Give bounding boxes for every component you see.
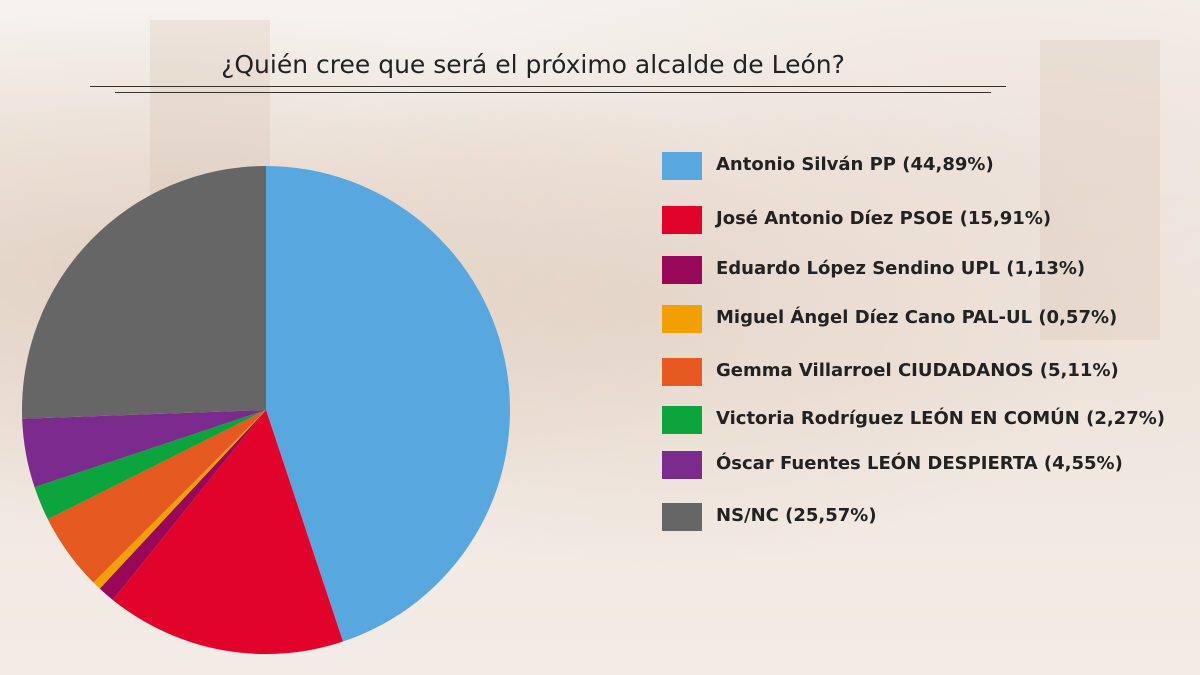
legend-swatch-1 — [662, 206, 702, 234]
pie-slice-7 — [22, 166, 267, 419]
chart-title: ¿Quién cree que será el próximo alcalde … — [221, 50, 845, 79]
pie-slice-0 — [266, 166, 510, 642]
pie-slice-4 — [47, 410, 266, 583]
legend-label-2: Eduardo López Sendino UPL (1,13%) — [716, 258, 1086, 279]
background-shape-right — [1040, 40, 1160, 340]
legend-label-4: Gemma Villarroel CIUDADANOS (5,11%) — [716, 360, 1119, 381]
legend-label-5: Victoria Rodríguez LEÓN EN COMÚN (2,27%) — [716, 408, 1165, 429]
legend-swatch-3 — [662, 305, 702, 333]
legend-label-6: Óscar Fuentes LEÓN DESPIERTA (4,55%) — [716, 453, 1123, 474]
legend-swatch-0 — [662, 152, 702, 180]
pie-slice-1 — [112, 410, 344, 654]
legend-swatch-4 — [662, 358, 702, 386]
pie-slice-6 — [22, 410, 267, 488]
legend-swatch-6 — [662, 451, 702, 479]
pie-slice-3 — [93, 410, 266, 589]
pie-slice-5 — [34, 410, 266, 520]
legend-label-0: Antonio Silván PP (44,89%) — [716, 154, 994, 175]
legend-swatch-7 — [662, 503, 702, 531]
title-rule-bottom — [115, 92, 991, 93]
legend-label-7: NS/NC (25,57%) — [716, 505, 877, 526]
legend-label-1: José Antonio Díez PSOE (15,91%) — [716, 208, 1052, 229]
legend-swatch-5 — [662, 406, 702, 434]
legend-label-3: Miguel Ángel Díez Cano PAL-UL (0,57%) — [716, 307, 1118, 328]
legend-swatch-2 — [662, 256, 702, 284]
pie-slice-2 — [99, 410, 266, 600]
title-rule-top — [90, 86, 1006, 87]
